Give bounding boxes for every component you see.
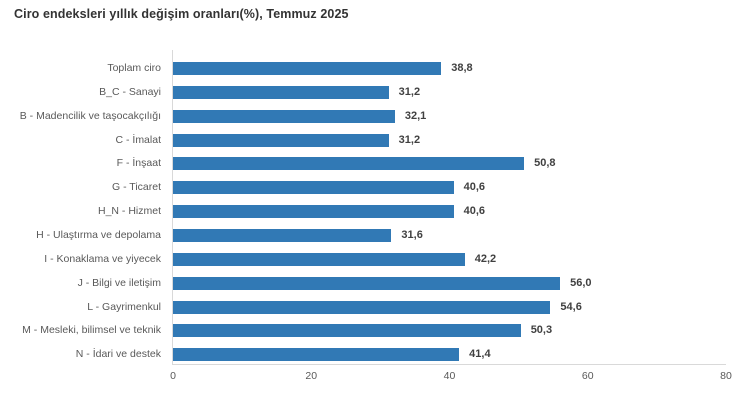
bar [173, 181, 454, 195]
bar-row: Toplam ciro 38,8 [107, 62, 726, 75]
x-axis-tick-label: 0 [170, 370, 176, 382]
value-label: 40,6 [463, 205, 486, 218]
value-label: 38,8 [451, 62, 473, 74]
bar [173, 348, 460, 362]
value-label: 32,1 [404, 109, 427, 122]
bar-row: I - Konaklama ve yiyecek 42,2 [44, 252, 726, 266]
bar [173, 252, 465, 266]
bar [173, 85, 389, 99]
bar [173, 133, 389, 147]
category-label: N - İdari ve destek [75, 348, 161, 361]
bar [173, 205, 454, 219]
value-label: 41,4 [469, 348, 491, 361]
bar [173, 157, 525, 171]
chart-title: Ciro endeksleri yıllık değişim oranları(… [14, 7, 349, 21]
value-label: 50,8 [534, 157, 556, 170]
value-label: 31,2 [398, 133, 421, 146]
value-label: 56,0 [570, 276, 592, 289]
bar-row: N - İdari ve destek 41,4 [76, 348, 726, 362]
bar [173, 300, 551, 314]
bar [173, 276, 561, 290]
value-label: 54,6 [560, 300, 582, 313]
bar-row: H - Ulaştırma ve depolama 31,6 [36, 228, 726, 242]
category-label: I - Konaklama ve yiyecek [44, 252, 161, 265]
x-axis-tick-label: 80 [720, 370, 732, 382]
value-label: 50,3 [530, 324, 553, 337]
category-label: B - Madencilik ve taşocakçılığı [19, 109, 161, 122]
category-label: C - İmalat [115, 133, 161, 146]
bar [173, 62, 442, 75]
bar [173, 109, 395, 123]
category-label: M - Mesleki, bilimsel ve teknik [22, 324, 161, 337]
bar-row: M - Mesleki, bilimsel ve teknik 50,3 [22, 324, 726, 338]
value-label: 42,2 [474, 252, 497, 265]
bar-row: G - Ticaret 40,6 [112, 181, 726, 195]
bar-row: B_C - Sanayi 31,2 [99, 85, 726, 99]
x-axis-tick-label: 40 [443, 370, 456, 382]
bar-row: J - Bilgi ve iletişim 56,0 [78, 276, 726, 290]
category-label: H_N - Hizmet [97, 205, 161, 218]
bar-row: H_N - Hizmet 40,6 [98, 205, 726, 219]
x-axis-tick-label: 60 [581, 370, 594, 382]
value-label: 31,6 [401, 228, 423, 241]
category-label: L - Gayrimenkul [87, 300, 161, 313]
x-axis-tick-label: 20 [305, 370, 318, 382]
category-label: G - Ticaret [111, 181, 161, 194]
bar-row: L - Gayrimenkul 54,6 [87, 300, 726, 314]
category-label: J - Bilgi ve iletişim [77, 276, 161, 289]
value-label: 40,6 [463, 181, 486, 194]
category-label: Toplam ciro [107, 62, 161, 74]
category-label: F - İnşaat [116, 157, 161, 170]
plot-area: Toplam ciro 38,8 B_C - Sanayi 31,2 B - Maden… [20, 50, 732, 382]
category-label: B_C - Sanayi [99, 85, 161, 98]
bar [173, 228, 392, 242]
bar-row: F - İnşaat 50,8 [117, 157, 726, 171]
bar [173, 324, 521, 338]
bar-row: C - İmalat 31,2 [115, 133, 726, 147]
bar-row: B - Madencilik ve taşocakçılığı 32,1 [20, 109, 726, 123]
category-label: H - Ulaştırma ve depolama [36, 228, 161, 241]
value-label: 31,2 [398, 85, 421, 98]
